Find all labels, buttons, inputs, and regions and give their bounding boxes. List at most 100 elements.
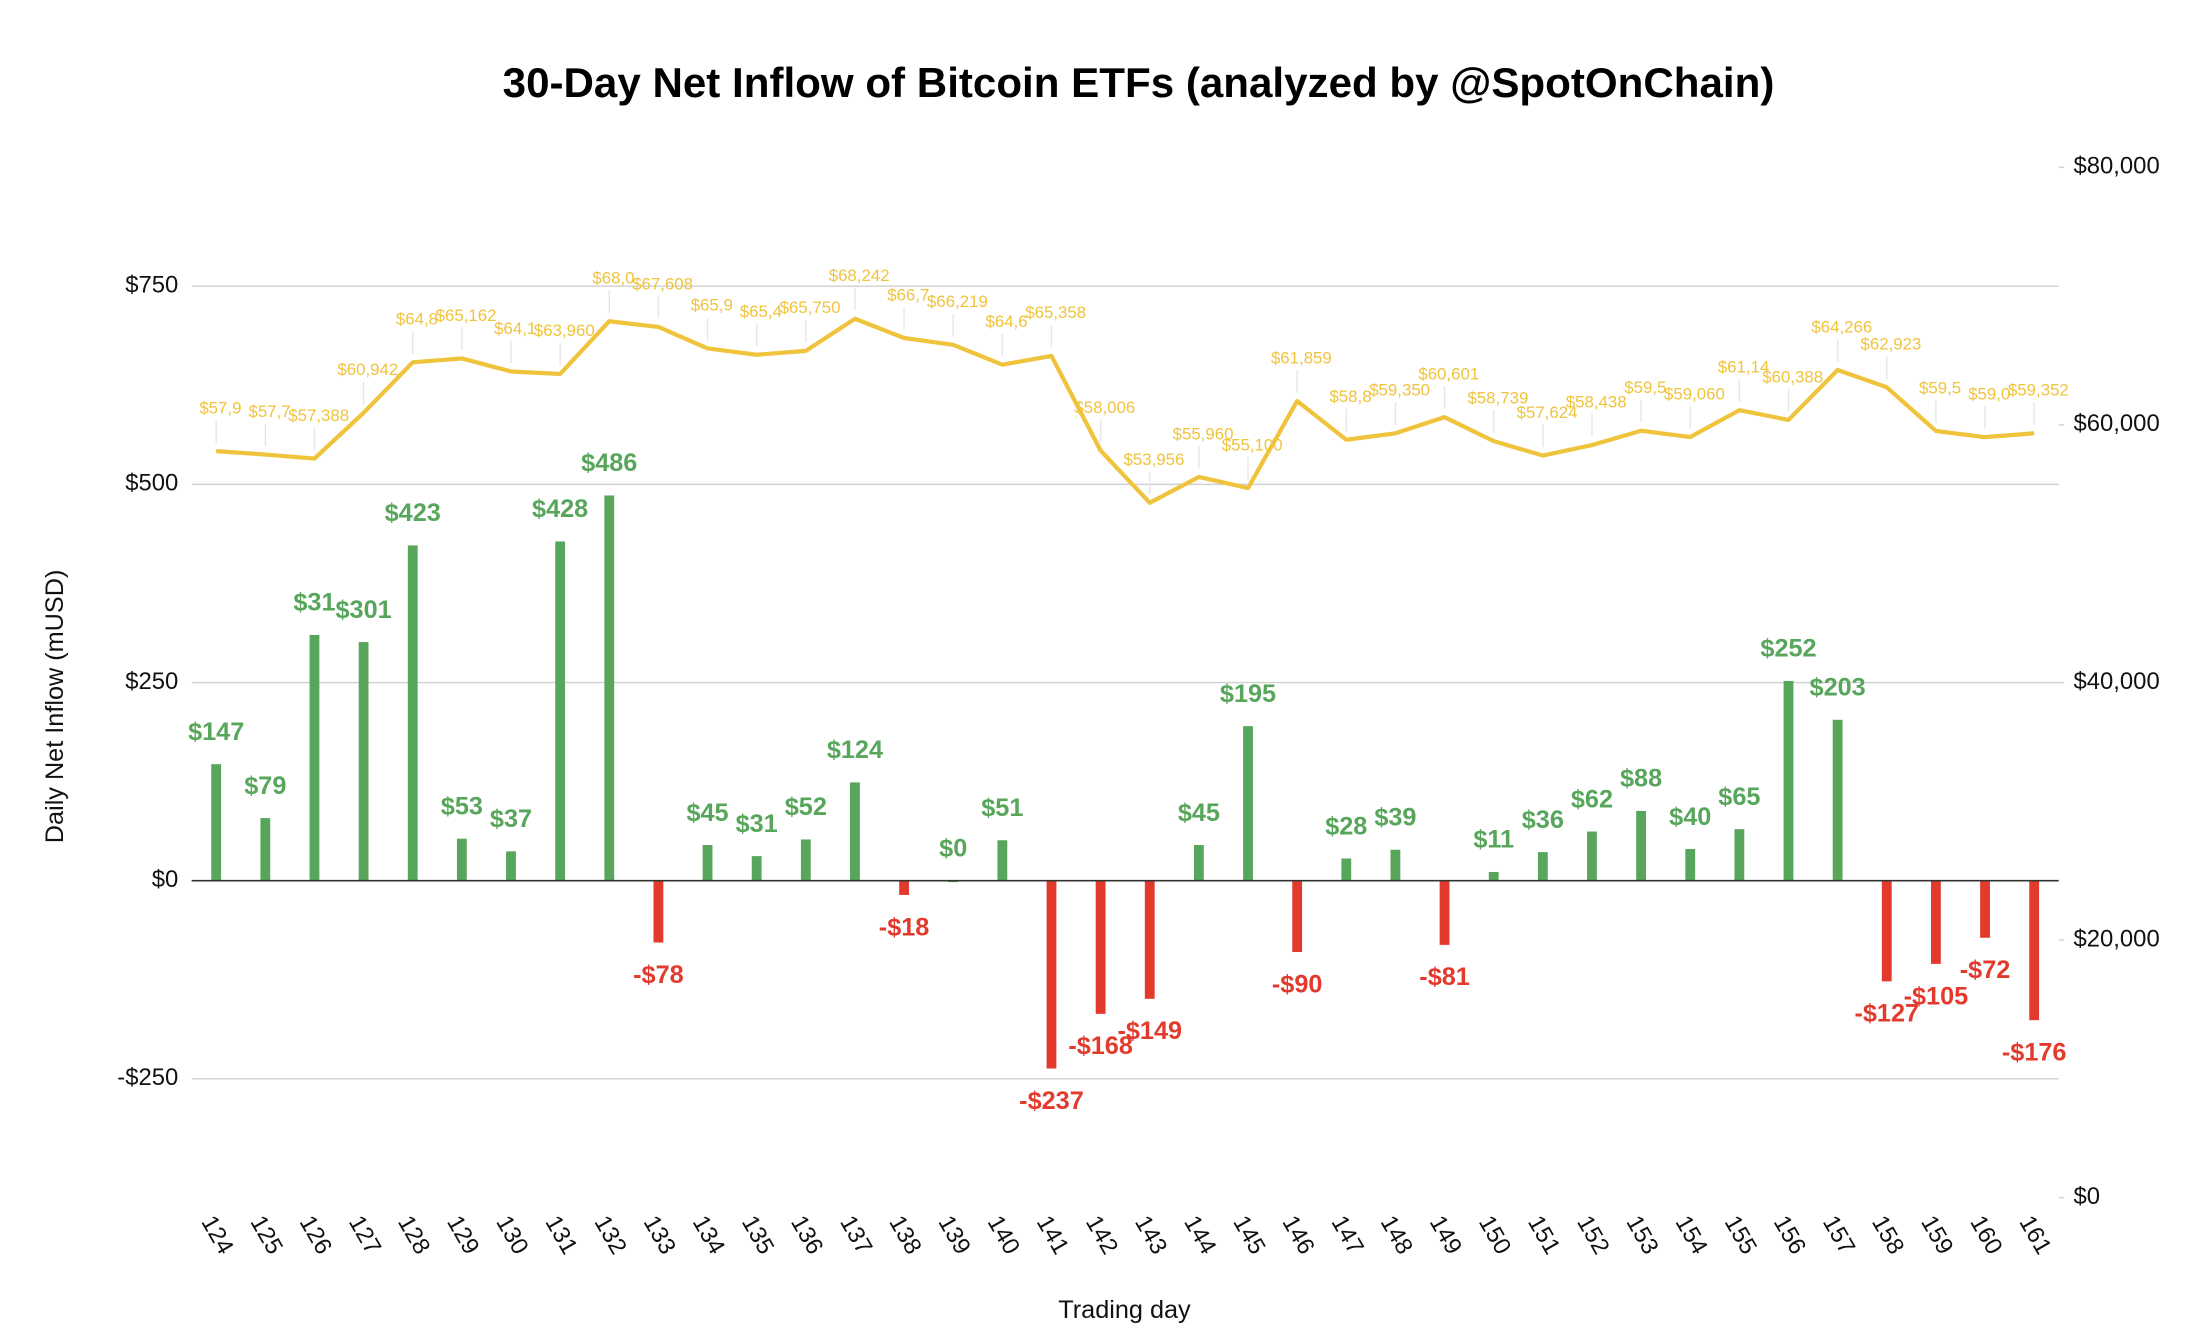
price-value-label: $57,9	[199, 398, 241, 417]
price-value-label: $67,608	[632, 274, 693, 293]
bar	[1537, 852, 1548, 881]
x-tick-label: 154	[1670, 1211, 1713, 1259]
bar-value-label: $147	[188, 718, 244, 746]
x-tick-label: 153	[1620, 1211, 1663, 1259]
bar-value-label: $79	[244, 772, 286, 800]
x-tick-label: 148	[1375, 1211, 1418, 1259]
bar-value-label: -$18	[879, 913, 930, 941]
bar	[1587, 831, 1597, 881]
price-value-label: $66,219	[927, 292, 988, 311]
bar	[702, 845, 713, 881]
bar	[1193, 845, 1204, 881]
bar-value-label: -$176	[2002, 1039, 2067, 1067]
price-value-label: $58,438	[1566, 392, 1627, 411]
bar	[1881, 880, 1892, 982]
price-value-label: $60,601	[1418, 365, 1479, 384]
bar-value-label: $31	[293, 589, 335, 617]
x-tick-label: 156	[1768, 1211, 1811, 1259]
price-value-label: $55,100	[1222, 435, 1283, 454]
bar	[899, 880, 909, 895]
chart-title: 30-Day Net Inflow of Bitcoin ETFs (analy…	[503, 59, 1775, 106]
x-tick-label: 132	[589, 1211, 632, 1259]
x-tick-label: 143	[1129, 1211, 1172, 1259]
price-value-label: $57,388	[288, 406, 349, 425]
y2-tick-label: $80,000	[2073, 153, 2159, 180]
bar-value-label: $37	[490, 805, 532, 833]
x-tick-label: 159	[1915, 1211, 1958, 1259]
bar-value-label: $39	[1374, 804, 1416, 832]
bar	[1439, 880, 1450, 945]
x-tick-label: 126	[294, 1211, 337, 1259]
bar	[604, 495, 615, 881]
bar-value-label: -$81	[1419, 963, 1470, 991]
price-value-label: $57,7	[248, 402, 290, 421]
bar-value-label: $62	[1571, 785, 1613, 813]
y2-tick-label: $0	[2073, 1183, 2100, 1210]
price-value-label: $55,960	[1173, 424, 1234, 443]
price-value-label: $63,960	[534, 321, 595, 340]
price-value-label: $65,162	[436, 306, 497, 325]
price-value-label: $66,7	[887, 285, 929, 304]
x-tick-label: 161	[2014, 1211, 2057, 1259]
y-axis-label: Daily Net Inflow (mUSD)	[41, 570, 69, 844]
x-tick-label: 160	[1964, 1211, 2007, 1259]
bar	[1832, 719, 1843, 881]
bar	[1783, 680, 1794, 881]
bar-value-label: $31	[736, 810, 778, 838]
price-value-label: $59,060	[1664, 384, 1725, 403]
bar-value-label: $428	[532, 495, 588, 523]
x-tick-label: 147	[1326, 1211, 1369, 1259]
price-value-label: $64,8	[396, 310, 438, 329]
bar	[997, 840, 1008, 881]
bar	[1144, 880, 1155, 999]
bar-value-label: $51	[981, 794, 1023, 822]
price-value-label: $61,14	[1718, 358, 1769, 377]
price-value-label: $58,006	[1074, 398, 1135, 417]
bar-value-label: $0	[939, 834, 967, 862]
price-value-label: $68,0	[592, 269, 634, 288]
y2-tick-label: $20,000	[2073, 925, 2159, 952]
bar	[1390, 849, 1401, 881]
x-tick-label: 125	[245, 1211, 288, 1259]
price-value-label: $65,4	[740, 302, 782, 321]
bar	[211, 764, 222, 881]
bar-value-label: $423	[385, 499, 441, 527]
bar	[1046, 880, 1057, 1069]
price-value-label: $58,739	[1467, 389, 1528, 408]
x-axis-label: Trading day	[1058, 1296, 1191, 1324]
bar	[800, 839, 811, 881]
bar	[358, 642, 369, 881]
x-tick-label: 131	[540, 1211, 583, 1259]
x-tick-label: 157	[1817, 1211, 1860, 1259]
bar-value-label: $124	[827, 736, 883, 764]
bar	[2029, 880, 2040, 1021]
x-tick-label: 140	[982, 1211, 1025, 1259]
bar	[1685, 848, 1696, 881]
x-tick-label: 136	[785, 1211, 828, 1259]
x-tick-label: 158	[1866, 1211, 1909, 1259]
price-value-label: $57,624	[1517, 403, 1578, 422]
bar-value-label: $203	[1810, 674, 1866, 702]
bar	[653, 880, 664, 943]
x-tick-label: 149	[1424, 1211, 1467, 1259]
bar	[555, 541, 566, 881]
x-tick-label: 139	[933, 1211, 976, 1259]
price-value-label: $59,5	[1624, 378, 1666, 397]
price-value-label: $59,0	[1968, 384, 2010, 403]
x-tick-label: 144	[1178, 1211, 1221, 1259]
bar-value-label: -$149	[1117, 1017, 1182, 1045]
x-tick-label: 145	[1227, 1211, 1270, 1259]
bar-value-label: -$78	[633, 961, 684, 989]
bar	[506, 851, 516, 881]
bar-value-label: -$168	[1068, 1032, 1133, 1060]
bar	[260, 818, 271, 881]
price-value-label: $59,350	[1369, 381, 1430, 400]
x-tick-label: 134	[687, 1211, 730, 1259]
bar-value-label: $252	[1760, 635, 1816, 663]
bar-value-label: $65	[1718, 783, 1760, 811]
price-line	[216, 316, 2035, 505]
price-value-label: $53,956	[1124, 450, 1185, 469]
price-value-label: $60,942	[337, 360, 398, 379]
price-value-label: $62,923	[1861, 335, 1922, 354]
